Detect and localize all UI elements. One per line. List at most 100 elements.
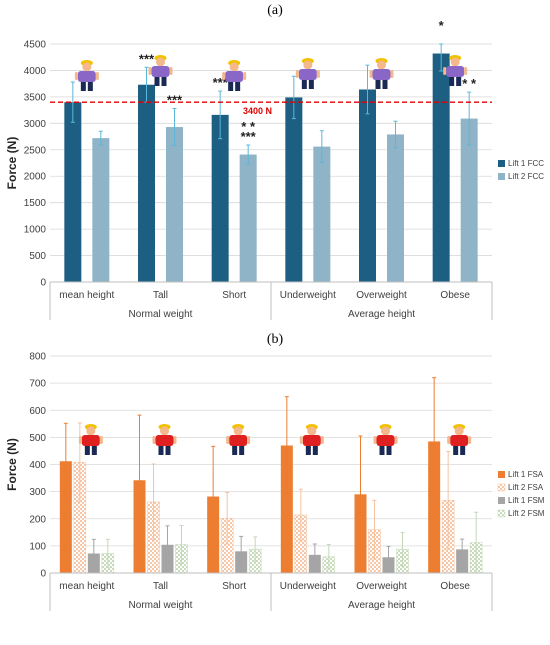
y-tick-label: 800 [29,352,46,363]
worker-figure-icon [369,58,394,89]
leg [235,82,241,91]
bar-lift-2-fcc [387,134,404,282]
significance-annotation: * * [241,119,256,134]
legend-swatch [498,497,505,504]
worker-figure-icon [373,424,398,455]
torso [225,71,244,82]
arm [447,436,451,444]
y-tick-label: 500 [29,433,46,444]
significance-annotation: * * [462,76,477,91]
leg [165,446,171,455]
worker-figure-icon [447,424,472,455]
torso [151,66,170,77]
legend-label: Lift 1 FCC [508,159,544,168]
head [450,57,460,67]
arm [152,436,156,444]
head [156,57,165,67]
leg [375,80,381,89]
arm [299,436,303,444]
worker-figure-icon [222,60,247,91]
torso [446,66,465,77]
y-axis-title: Force (N) [5,137,19,190]
significance-annotation: *** [241,129,257,144]
worker-figure-icon [443,55,468,86]
y-tick-label: 1000 [24,225,47,236]
leg [84,446,90,455]
torso [376,435,395,446]
y-tick-label: 4500 [24,40,47,51]
y-tick-label: 2000 [24,172,47,183]
leg [382,80,388,89]
worker-figure-icon [74,60,99,91]
arm [295,70,299,78]
arm [243,72,247,80]
leg [91,446,97,455]
head [377,60,386,70]
leg [239,446,245,455]
y-tick-label: 3000 [24,119,47,130]
worker-figure-icon [226,424,251,455]
leg [87,82,93,91]
leg [80,82,86,91]
head [82,62,92,72]
bar-lift-1-fsm [456,549,469,573]
arm [316,70,320,78]
bar-lift-2-fcc [92,138,110,282]
y-tick-label: 700 [29,379,46,390]
leg [232,446,238,455]
chart-panel-b: (b) 0 100 200 300 400 500 600 700 800 Force (N) mea… [5,332,545,611]
legend-label: Lift 1 FSM [508,496,545,505]
leg [308,80,314,89]
leg [386,446,392,455]
head [381,426,390,436]
leg [456,77,462,86]
group-label: Normal weight [129,600,193,611]
x-tick-label: mean height [59,581,114,592]
arm [99,436,103,444]
arm [78,436,82,444]
arm [390,70,394,78]
arm [148,67,152,75]
y-tick-label: 0 [40,278,46,289]
x-tick-label: Overweight [356,290,407,301]
worker-figure-icon [148,55,173,86]
arm [222,72,226,80]
leg [301,80,307,89]
head [86,426,96,436]
y-axis-title: Force (N) [5,438,19,491]
y-tick-label: 500 [29,251,46,262]
x-tick-label: Obese [440,581,470,592]
arm [169,67,173,75]
legend-swatch [497,509,506,518]
worker-figure-icon [295,58,320,89]
torso [450,435,469,446]
x-tick-label: mean height [59,290,114,301]
bar-lift-2-fcc [460,118,478,282]
reference-line-label: 3400 N [243,106,272,116]
group-label: Normal weight [129,309,193,320]
legend-label: Lift 2 FSM [508,509,545,518]
arm [226,436,230,444]
bar-lift-2-fcc [313,146,331,282]
y-tick-label: 200 [29,514,46,525]
bar-lift-1-fcc [64,102,82,282]
leg [305,446,311,455]
head [454,426,464,436]
x-tick-label: Underweight [280,581,336,592]
legend-label: Lift 2 FCC [508,172,544,181]
bar-lift-1-fcc [138,84,155,282]
bar-lift-1-fsa [428,441,441,573]
legend-swatch [498,471,505,478]
legend-swatch [498,160,505,167]
bar-lift-1-fcc [211,114,229,282]
torso [229,435,248,446]
torso [81,435,100,446]
y-tick-label: 400 [29,460,46,471]
legend-label: Lift 1 FSA [508,470,544,479]
leg [460,446,466,455]
torso [298,69,317,80]
x-tick-label: Underweight [280,290,336,301]
x-tick-label: Short [222,290,246,301]
arm [74,72,78,80]
x-tick-label: Tall [153,290,168,301]
